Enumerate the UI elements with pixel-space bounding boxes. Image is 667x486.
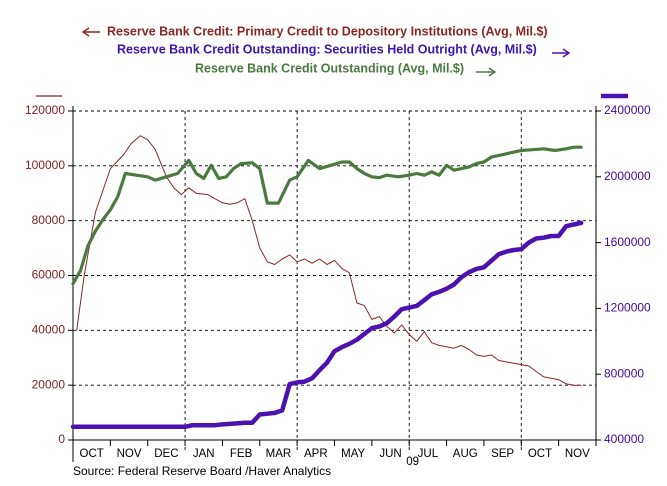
left-tick-label: 60000 bbox=[32, 268, 66, 282]
left-tick-label: 80000 bbox=[32, 213, 66, 227]
x-tick-label: JUN bbox=[379, 448, 401, 460]
x-tick-label: NOV bbox=[117, 448, 142, 460]
left-tick-label: 100000 bbox=[25, 158, 65, 172]
year-label: 09 bbox=[406, 456, 419, 468]
x-tick-label: JUL bbox=[418, 448, 439, 460]
left-tick-label: 0 bbox=[58, 432, 65, 446]
x-tick-label: AUG bbox=[453, 448, 478, 460]
legend-arrowhead-primary-credit bbox=[81, 27, 90, 37]
legend-arrowhead-credit-outstanding bbox=[488, 67, 497, 77]
x-tick-label: SEP bbox=[491, 448, 514, 460]
x-tick-label: APR bbox=[304, 448, 328, 460]
x-tick-label: DEC bbox=[154, 448, 178, 460]
x-tick-label: MAR bbox=[266, 448, 292, 460]
series-line-1 bbox=[70, 220, 584, 430]
source-note: Source: Federal Reserve Board /Haver Ana… bbox=[73, 464, 332, 478]
series-line-2 bbox=[71, 145, 583, 286]
legend-securities: Reserve Bank Credit Outstanding: Securit… bbox=[117, 42, 537, 56]
x-tick-label: OCT bbox=[528, 448, 552, 460]
series-lines bbox=[70, 135, 584, 430]
left-tick-label: 20000 bbox=[32, 377, 66, 391]
x-tick-label: NOV bbox=[565, 448, 590, 460]
right-tick-label: 400000 bbox=[604, 432, 644, 446]
right-tick-label: 800000 bbox=[604, 366, 644, 380]
right-tick-label: 1600000 bbox=[604, 235, 651, 249]
x-tick-label: JAN bbox=[193, 448, 215, 460]
right-tick-label: 1200000 bbox=[604, 301, 651, 315]
left-tick-label: 40000 bbox=[32, 323, 66, 337]
x-tick-label: MAY bbox=[341, 448, 365, 460]
legend-arrowhead-securities bbox=[562, 48, 571, 58]
legend: Reserve Bank Credit: Primary Credit to D… bbox=[81, 24, 571, 77]
left-tick-label: 120000 bbox=[25, 103, 65, 117]
right-tick-label: 2400000 bbox=[604, 103, 651, 117]
legend-primary-credit: Reserve Bank Credit: Primary Credit to D… bbox=[107, 24, 548, 38]
tick-labels: 0 20000 40000 60000 80000 100000 120000 400000 8… bbox=[25, 103, 651, 468]
gridlines bbox=[73, 110, 596, 452]
right-tick-label: 2000000 bbox=[604, 169, 651, 183]
legend-credit-outstanding: Reserve Bank Credit Outstanding (Avg, Mi… bbox=[195, 61, 464, 75]
series-line-0 bbox=[76, 135, 582, 386]
x-tick-label: OCT bbox=[80, 448, 104, 460]
x-tick-label: FEB bbox=[230, 448, 253, 460]
